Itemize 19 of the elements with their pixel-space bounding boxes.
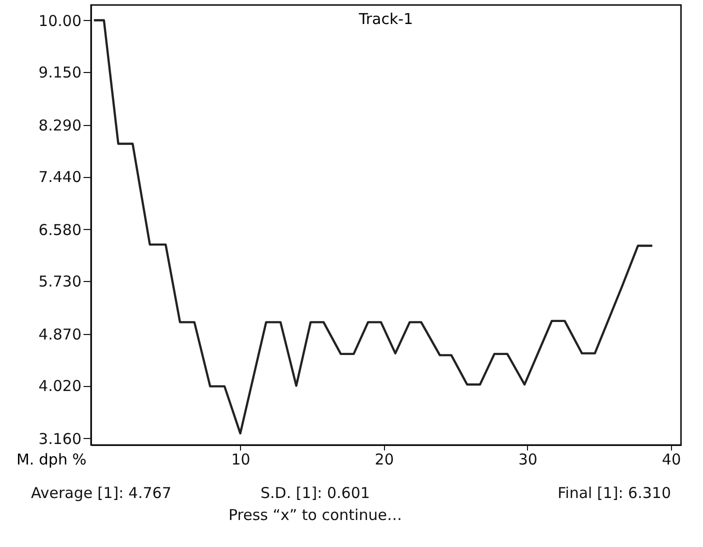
x-tick-label: 30 xyxy=(518,450,538,468)
y-tick-label: 6.580 xyxy=(38,220,82,239)
x-tick-label: 40 xyxy=(662,450,681,468)
y-tick-label: 3.160 xyxy=(38,430,82,448)
y-tick-label: 9.150 xyxy=(38,64,82,82)
y-tick-label: 7.440 xyxy=(38,168,82,186)
y-tick-label: 4.870 xyxy=(38,325,82,344)
y-tick-label: 5.730 xyxy=(38,272,82,291)
x-tick-label: 20 xyxy=(374,450,394,468)
y-tick-label: 8.290 xyxy=(38,116,82,134)
y-axis-title: M. dph % xyxy=(16,450,86,468)
text: S.D. [1]: 0.601 xyxy=(260,484,370,502)
y-tick-label: 4.020 xyxy=(38,377,82,396)
text: Average [1]: 4.767 xyxy=(31,484,172,502)
x-tick-label: 10 xyxy=(231,450,250,468)
text: Final [1]: 6.310 xyxy=(558,484,671,502)
text: Press “x” to continue… xyxy=(228,506,402,524)
chart-title: Track-1 xyxy=(358,10,414,28)
y-tick-label: 10.00 xyxy=(38,12,82,30)
